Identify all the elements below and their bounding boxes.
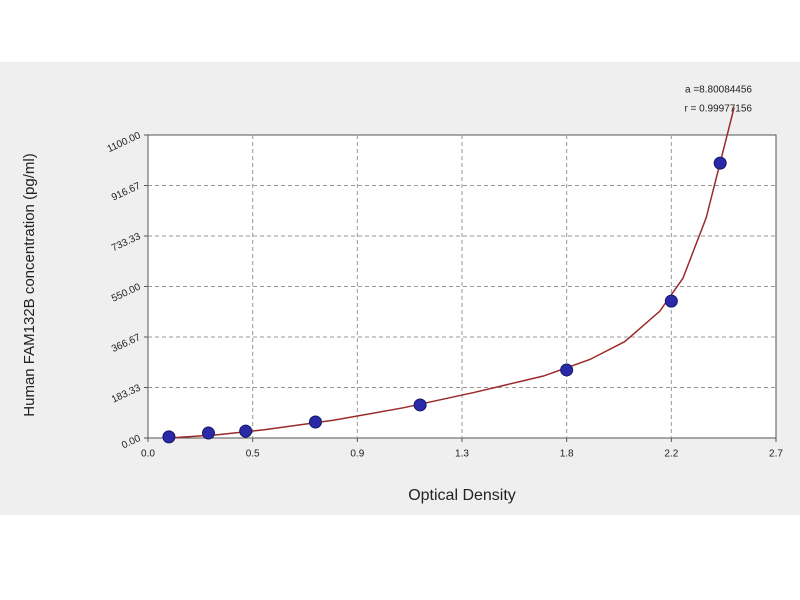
data-point: [664, 294, 678, 308]
annotation: r = 0.99977156: [684, 104, 752, 115]
x-tick-label: 1.3: [455, 449, 469, 460]
data-point: [308, 415, 322, 429]
x-tick-label: 2.2: [664, 449, 678, 460]
data-point: [201, 426, 215, 440]
x-axis-label: Optical Density: [408, 487, 516, 504]
x-tick-label: 0.5: [246, 449, 260, 460]
data-point: [713, 156, 727, 170]
annotation: a =8.80084456: [685, 85, 752, 96]
data-point: [560, 363, 574, 377]
x-tick-label: 2.7: [769, 449, 783, 460]
data-point: [162, 430, 176, 444]
data-point: [239, 424, 253, 438]
x-tick-label: 1.8: [560, 449, 574, 460]
x-tick-label: 0.0: [141, 449, 155, 460]
data-point: [413, 398, 427, 412]
x-tick-label: 0.9: [350, 449, 364, 460]
y-axis-label: Human FAM132B concentration (pg/ml): [21, 153, 38, 416]
